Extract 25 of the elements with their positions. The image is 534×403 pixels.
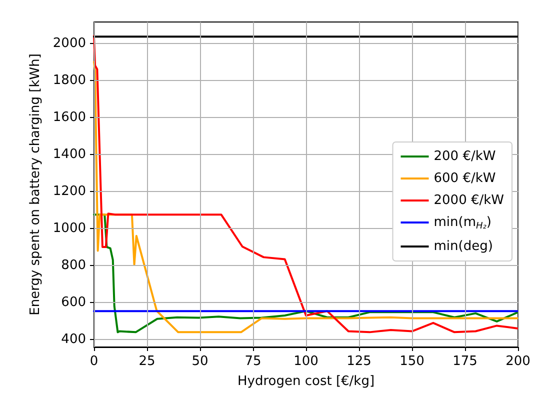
x-tick-label: 0 bbox=[90, 354, 98, 369]
y-tick-label: 1600 bbox=[52, 110, 86, 125]
legend-label: min(deg) bbox=[434, 239, 493, 254]
legend-label: 200 €/kW bbox=[434, 149, 496, 164]
y-tick-label: 800 bbox=[61, 258, 86, 274]
y-tick-label: 2000 bbox=[52, 36, 86, 51]
y-tick-label: 1400 bbox=[52, 146, 86, 162]
y-tick-label: 600 bbox=[61, 295, 86, 310]
y-tick-label: 1200 bbox=[52, 184, 86, 199]
x-tick-label: 75 bbox=[244, 354, 262, 369]
x-axis-title: Hydrogen cost [€/kg] bbox=[237, 374, 375, 389]
x-tick-label: 125 bbox=[346, 354, 372, 369]
y-tick-label: 400 bbox=[61, 332, 86, 348]
x-tick-label: 50 bbox=[192, 354, 208, 369]
line-series bbox=[93, 214, 519, 334]
y-tick-label: 1800 bbox=[52, 72, 86, 88]
legend-label: 600 €/kW bbox=[434, 171, 496, 186]
x-tick-label: 100 bbox=[294, 354, 318, 369]
x-tick-label: 175 bbox=[452, 354, 478, 369]
y-axis-title: Energy spent on battery charging [kWh] bbox=[28, 54, 44, 316]
x-tick-label: 200 bbox=[506, 354, 530, 369]
y-tick-label: 1000 bbox=[52, 220, 86, 236]
x-tick-label: 25 bbox=[138, 354, 156, 369]
legend-label: 2000 €/kW bbox=[434, 193, 504, 208]
x-tick-label: 150 bbox=[400, 354, 424, 369]
